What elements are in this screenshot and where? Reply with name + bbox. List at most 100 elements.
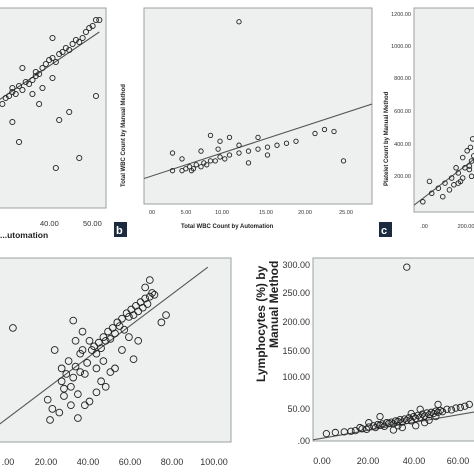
panel-b-fit-line (144, 103, 372, 180)
panel-d-point (97, 344, 105, 353)
panel-a-point (29, 76, 36, 84)
panel-b-point (264, 144, 271, 150)
panel-b-point (236, 150, 242, 156)
panel-a-xtick-2: 50.00 (83, 219, 102, 228)
panel-d-point (85, 397, 94, 406)
panel-d-point (97, 377, 105, 386)
panel-e-ytick-7: 300.00 (282, 260, 310, 270)
panel-c-point (459, 154, 466, 161)
panel-e-ytick-6: 250.00 (282, 288, 310, 298)
panel-d-point (80, 401, 89, 410)
panel-d-point (111, 364, 119, 373)
panel-d-point (71, 336, 80, 345)
panel-e-ylabel-line2: Manual Method (267, 261, 281, 348)
panel-a-point (79, 34, 86, 42)
panel-e-point (412, 422, 420, 430)
panel-b-point (169, 150, 176, 156)
panel-e-point (331, 428, 339, 437)
panel-d-point (104, 327, 112, 336)
panel-e-point (376, 412, 384, 421)
panel-a-point (22, 78, 29, 86)
panel-d-point (74, 414, 82, 422)
panel-b-point (236, 19, 242, 25)
panel-a-point (89, 22, 96, 30)
panel-a-point (39, 64, 46, 72)
panel-d-point (78, 327, 87, 336)
panel-d-fit-line (0, 266, 209, 425)
panel-a-point (66, 108, 73, 116)
panel-c-point (428, 190, 435, 197)
panel-d-point (67, 401, 75, 410)
panel-e-point (358, 425, 366, 433)
panel-d-point (83, 359, 92, 367)
panel-e-ytick-4: 150.00 (282, 346, 310, 356)
panel-d-point (78, 346, 87, 354)
panel-d-xtick-3: 40.00 (77, 457, 100, 467)
panel-d-point (76, 368, 85, 376)
panel-d-point (50, 346, 59, 354)
panel-b-point (193, 162, 199, 168)
panel-e-point (389, 426, 398, 434)
panel-e-point (398, 423, 406, 432)
panel-c-label-box (379, 222, 392, 237)
panel-d-point (141, 283, 150, 292)
panel-c-xtick-2: 200.00 (458, 224, 474, 230)
panel-e-point (443, 405, 451, 413)
panel-c-point (442, 180, 448, 186)
panel-c-point (446, 187, 453, 193)
panel-c-ytick-2: 400.00 (394, 142, 411, 148)
panel-d-point (129, 311, 138, 319)
panel-c-point (467, 144, 474, 151)
panel-b-xtick-4: 15.00 (259, 210, 273, 216)
panel-e-point (434, 400, 442, 409)
panel-d-point (120, 325, 129, 334)
panel-d-point (125, 333, 133, 341)
panel-d-point (92, 364, 101, 373)
panel-d-point (101, 336, 110, 345)
panel-a-point (5, 92, 13, 100)
panel-c-label: c (381, 225, 387, 237)
panel-b-point (255, 134, 261, 141)
panel-a-point (39, 84, 46, 92)
panel-c-ytick-3: 600.00 (394, 109, 411, 115)
panel-a-point (56, 50, 63, 58)
panel-c-point (440, 193, 446, 200)
panel-d-point (148, 289, 156, 297)
panel-c-point (453, 165, 459, 171)
panel-d-point (69, 316, 78, 325)
panel-a-point (76, 154, 83, 162)
panel-e-point (407, 417, 415, 425)
panel-d-point (134, 336, 143, 345)
panel-e-ylabel-line1: Lymphocytes (%) by (254, 265, 268, 382)
panel-a-point (36, 70, 43, 78)
panel-d-point (85, 336, 94, 345)
panel-e-point (447, 406, 456, 414)
panel-c-point (455, 170, 462, 176)
panel-b-point (198, 164, 204, 170)
panel-d-point (57, 377, 66, 386)
panel-d-point (60, 392, 68, 400)
panel-a-point (92, 92, 100, 100)
panel-b-point (245, 148, 252, 154)
panel-d-point (9, 324, 17, 332)
panel-a-point (86, 24, 93, 32)
panel-e-ytick-3: 100.00 (282, 372, 310, 382)
panel-b-xlabel: Total WBC Count by Automation (181, 224, 274, 230)
panel-e-point (347, 427, 355, 435)
panel-e-ytick-5: 200.00 (282, 317, 310, 327)
panel-d-point (115, 322, 124, 330)
panel-b-point (179, 156, 185, 162)
panel-e-point (407, 409, 415, 418)
panel-d-xtick-4: 60.00 (119, 457, 142, 467)
panel-a-point (46, 56, 53, 64)
panel-b-point (217, 138, 223, 144)
panel-d-point (111, 329, 119, 338)
panel-c-ytick-6: 1200.00 (391, 12, 411, 18)
panel-b-plot-area (143, 7, 373, 205)
panel-d-point (99, 357, 108, 365)
panel-d-point (134, 307, 143, 316)
panel-a-xlabel: ...utomation (0, 230, 48, 240)
panel-b-point (274, 142, 280, 148)
panel-e-point (425, 411, 433, 419)
panel-c-point (469, 136, 474, 142)
